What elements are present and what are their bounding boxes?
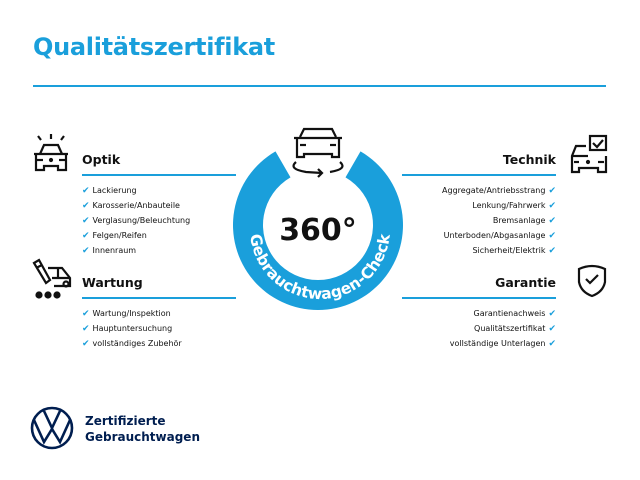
check-icon: ✔ <box>82 309 90 319</box>
360-check-badge: Gebrauchtwagen-Check 360° <box>233 127 403 311</box>
section-optik: Optik ✔ Lackierung ✔ Karosserie/Anbauteile… <box>82 152 236 260</box>
check-icon: ✔ <box>548 309 556 319</box>
list-item: Qualitätszertifikat ✔ <box>474 324 556 334</box>
section-divider <box>402 297 556 299</box>
section-divider <box>82 297 236 299</box>
car-lights-icon <box>34 134 68 172</box>
shield-check-icon <box>577 264 607 298</box>
list-item: Aggregate/Antriebsstrang ✔ <box>442 186 556 196</box>
section-title: Garantie <box>495 275 556 290</box>
section-divider <box>402 174 556 176</box>
list-item: ✔ Felgen/Reifen <box>82 231 147 241</box>
section-title: Technik <box>502 152 556 167</box>
car-service-icon <box>32 258 72 299</box>
list-item: Lenkung/Fahrwerk ✔ <box>472 201 556 211</box>
check-icon: ✔ <box>82 216 90 226</box>
check-icon: ✔ <box>82 324 90 334</box>
list-item: Bremsanlage ✔ <box>492 216 556 226</box>
list-item: Sicherheit/Elektrik ✔ <box>472 246 556 256</box>
section-title: Wartung <box>82 275 143 290</box>
check-icon: ✔ <box>548 324 556 334</box>
list-item: ✔ Verglasung/Beleuchtung <box>82 216 191 226</box>
check-icon: ✔ <box>82 186 90 196</box>
list-item: ✔ Wartung/Inspektion <box>82 309 171 319</box>
check-icon: ✔ <box>548 231 556 241</box>
footer-brand-text: Zertifizierte Gebrauchtwagen <box>85 413 200 445</box>
section-divider <box>82 174 236 176</box>
list-item: ✔ Innenraum <box>82 246 137 256</box>
title-divider <box>33 85 606 87</box>
check-icon: ✔ <box>548 339 556 349</box>
list-item: Garantienachweis ✔ <box>473 309 557 319</box>
section-technik: Technik Aggregate/Antriebsstrang ✔ Lenkun… <box>402 152 556 260</box>
list-item: ✔ Lackierung <box>82 186 137 196</box>
check-icon: ✔ <box>82 339 90 349</box>
badge-value: 360° <box>279 213 357 248</box>
check-icon: ✔ <box>548 246 556 256</box>
section-title: Optik <box>82 152 121 167</box>
vw-logo <box>30 406 74 450</box>
page-title: Qualitätszertifikat <box>33 33 275 61</box>
list-item: ✔ Karosserie/Anbauteile <box>82 201 180 211</box>
section-wartung: Wartung ✔ Wartung/Inspektion ✔ Hauptunters… <box>82 275 236 353</box>
list-item: vollständige Unterlagen ✔ <box>449 339 556 349</box>
check-icon: ✔ <box>82 231 90 241</box>
section-garantie: Garantie Garantienachweis ✔ Qualitätszert… <box>402 275 556 353</box>
list-item: ✔ vollständiges Zubehör <box>82 339 182 349</box>
ring-arc <box>233 151 403 311</box>
car-checkbox-icon <box>570 134 608 174</box>
check-icon: ✔ <box>548 201 556 211</box>
list-item: ✔ Hauptuntersuchung <box>82 324 173 334</box>
car-rotate-icon <box>292 127 344 178</box>
list-item: Unterboden/Abgasanlage ✔ <box>443 231 556 241</box>
footer-line-2: Gebrauchtwagen <box>85 430 200 444</box>
check-icon: ✔ <box>548 216 556 226</box>
check-icon: ✔ <box>82 201 90 211</box>
check-icon: ✔ <box>548 186 556 196</box>
footer-line-1: Zertifizierte <box>85 414 166 428</box>
check-icon: ✔ <box>82 246 90 256</box>
